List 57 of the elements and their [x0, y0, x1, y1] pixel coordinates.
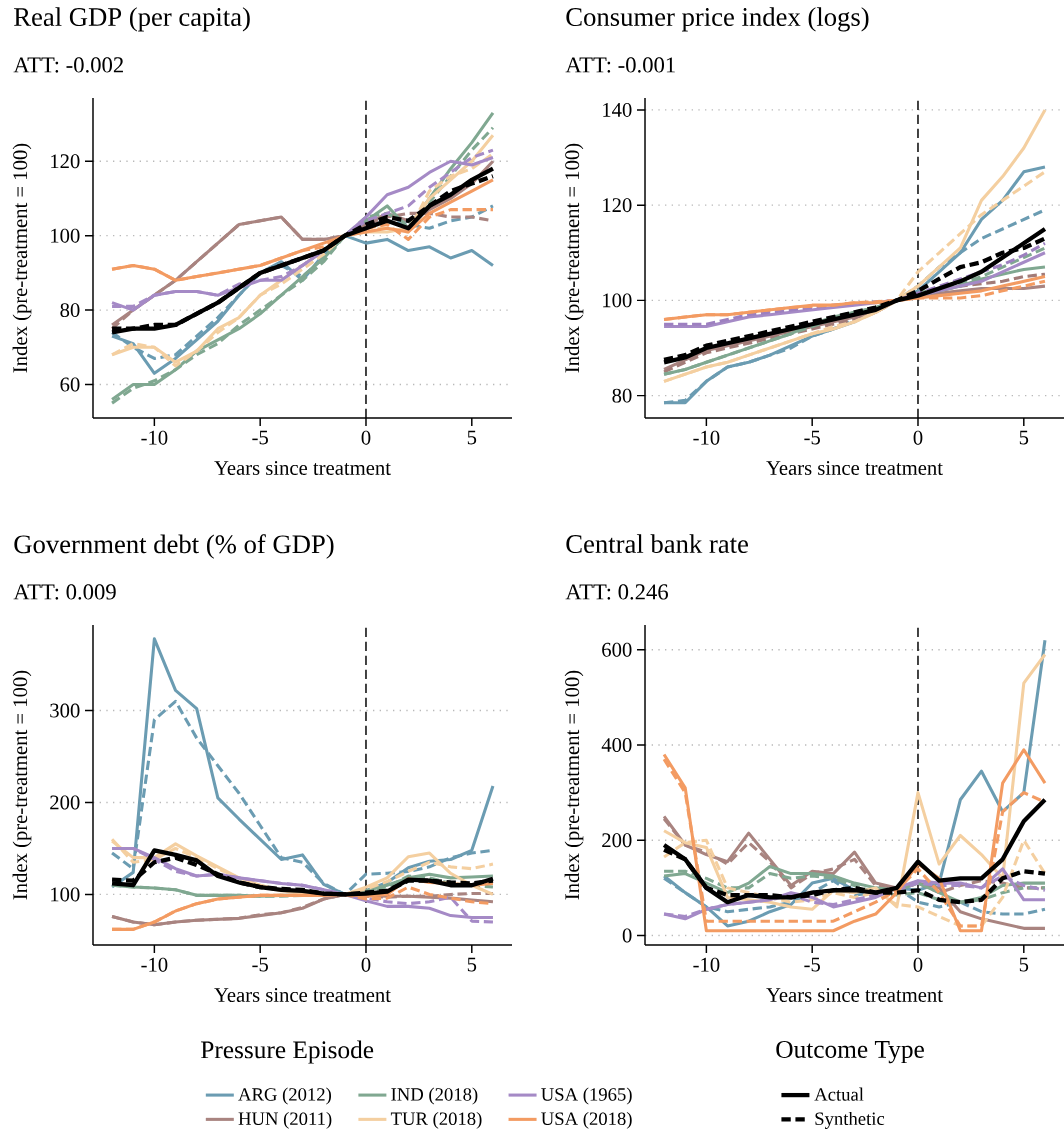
chart-title: Central bank rate — [566, 534, 748, 554]
chart-title: Real GDP (per capita) — [14, 7, 250, 32]
y-tick-label: 300 — [50, 703, 80, 718]
y-tick-label: 600 — [602, 642, 632, 657]
y-axis-title: Index (pre-treatment = 100) — [564, 670, 584, 900]
y-tick-label: 140 — [603, 102, 632, 117]
y-tick-label: 100 — [51, 228, 80, 243]
y-tick-label: 200 — [50, 795, 80, 810]
y-tick-label: 100 — [51, 887, 80, 902]
y-tick-label: 400 — [601, 738, 632, 752]
legend-label: USA (1965) — [541, 1087, 632, 1105]
y-tick-label: 80 — [60, 303, 80, 318]
x-tick-label: 5 — [1019, 957, 1029, 972]
legend-label: Actual — [814, 1087, 864, 1101]
chart-title: Government debt (% of GDP) — [14, 534, 334, 559]
x-tick-label: -5 — [804, 957, 820, 972]
chart-subtitle: ATT: 0.246 — [565, 584, 668, 600]
chart-title: Consumer price index (logs) — [566, 7, 869, 32]
x-tick-label: 0 — [361, 957, 371, 972]
x-tick-label: -5 — [252, 957, 268, 972]
x-tick-label: -5 — [252, 430, 268, 445]
legend-label: Synthetic — [815, 1111, 885, 1129]
chart-subtitle: ATT: 0.009 — [13, 584, 116, 600]
chart-subtitle: ATT: -0.001 — [565, 57, 675, 73]
y-tick-label: 0 — [622, 928, 632, 943]
y-tick-label: 200 — [602, 833, 632, 848]
x-axis-title: Years since treatment — [214, 461, 391, 475]
y-tick-label: 100 — [603, 293, 632, 308]
x-tick-label: -5 — [804, 430, 820, 445]
x-axis-title: Years since treatment — [214, 988, 391, 1002]
x-tick-label: 0 — [913, 957, 923, 972]
x-tick-label: -10 — [141, 957, 168, 972]
x-tick-label: -10 — [141, 430, 168, 445]
legend-label: ARG (2012) — [238, 1087, 332, 1105]
x-tick-label: 0 — [361, 430, 371, 445]
y-axis-title: Index (pre-treatment = 100) — [12, 670, 32, 900]
legend-label: HUN (2011) — [238, 1111, 332, 1129]
y-tick-label: 120 — [603, 198, 632, 213]
y-axis-title: Index (pre-treatment = 100) — [564, 143, 584, 373]
legend-label: USA (2018) — [541, 1111, 632, 1129]
legend-label: IND (2018) — [391, 1087, 478, 1105]
x-tick-label: 5 — [1019, 430, 1029, 445]
y-tick-label: 120 — [51, 154, 80, 169]
y-axis-title: Index (pre-treatment = 100) — [12, 143, 32, 373]
x-tick-label: 5 — [467, 430, 477, 445]
x-axis-title: Years since treatment — [766, 988, 943, 1002]
x-axis-title: Years since treatment — [766, 461, 943, 475]
y-tick-label: 60 — [60, 377, 80, 392]
x-tick-label: 0 — [913, 430, 923, 445]
legend-label: TUR (2018) — [390, 1111, 482, 1129]
x-tick-label: -10 — [693, 430, 720, 445]
chart-subtitle: ATT: -0.002 — [13, 57, 123, 73]
x-tick-label: -10 — [693, 957, 720, 972]
legend-title: Outcome Type — [776, 1040, 924, 1064]
y-tick-label: 80 — [612, 388, 632, 403]
x-tick-label: 5 — [467, 957, 477, 972]
legend-title: Pressure Episode — [201, 1040, 374, 1064]
